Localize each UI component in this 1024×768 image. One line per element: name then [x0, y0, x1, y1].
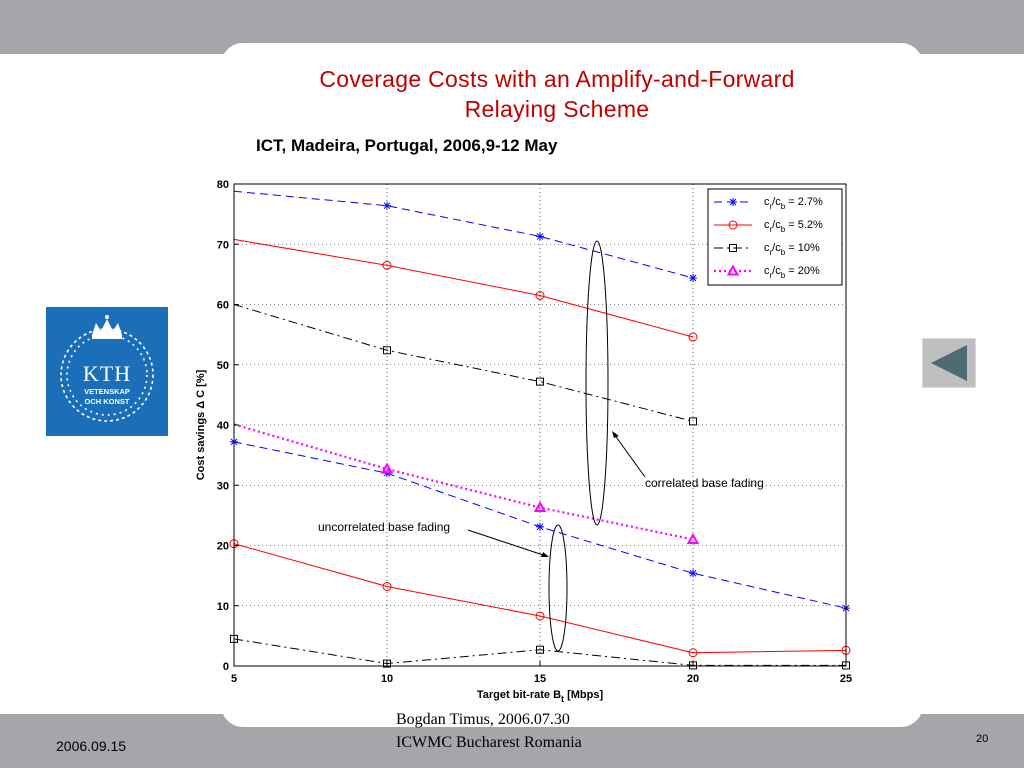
- y-tick-label: 80: [217, 179, 229, 191]
- series-line: [233, 638, 846, 666]
- triangle-marker: [686, 532, 700, 544]
- logo-line-1: VETENSKAP: [84, 387, 130, 396]
- chart-series: [229, 190, 851, 670]
- star-marker: [689, 273, 697, 282]
- square-marker: [383, 659, 391, 668]
- square-marker: [729, 244, 737, 252]
- title-line-2: Relaying Scheme: [464, 96, 650, 122]
- x-tick-label: 25: [840, 673, 852, 685]
- y-tick-label: 10: [217, 601, 229, 613]
- logo-line-2: OCH KONST: [85, 397, 130, 406]
- chart-subtitle: ICT, Madeira, Portugal, 2006,9-12 May: [256, 136, 558, 155]
- star-marker: [729, 198, 737, 206]
- x-tick-label: 15: [534, 673, 546, 685]
- x-tick-label: 20: [687, 673, 699, 685]
- back-triangle-icon: [931, 345, 967, 381]
- footer-author: Bogdan Timus, 2006.07.30: [396, 711, 570, 728]
- chart-legend: cr/cb = 2.7% cr/cb = 5.2% cr/cb = 10% cr/cb…: [707, 188, 843, 286]
- back-button[interactable]: [922, 338, 976, 388]
- circle-marker: [688, 332, 698, 342]
- series-1: [229, 238, 851, 658]
- uncorrelated-fading-arrowhead: [541, 552, 549, 557]
- circle-marker: [688, 648, 698, 658]
- y-tick-label: 0: [223, 661, 229, 673]
- legend-label: cr/cb = 10%: [764, 242, 820, 257]
- square-marker: [689, 417, 697, 426]
- x-axis-label: Target bit-rate Bt [Mbps]: [477, 689, 604, 704]
- series-line: [233, 543, 847, 654]
- annotation-uncorrelated: uncorrelated base fading: [318, 520, 450, 534]
- x-axis-label-unit: [Mbps]: [564, 689, 603, 701]
- correlated-fading-arrow: [613, 433, 646, 478]
- star-marker-stroke: [536, 233, 544, 240]
- y-tick-label: 60: [217, 300, 229, 312]
- y-tick-label: 40: [217, 420, 229, 432]
- series-line: [233, 238, 694, 338]
- legend-label: cr/cb = 20%: [764, 265, 820, 280]
- y-tick-label: 30: [217, 480, 229, 492]
- legend-label: cr/cb = 2.7%: [764, 196, 823, 211]
- chart-ticks: 5 10 15 20 25 0 10 20 30 40 50 60 70 80: [217, 179, 852, 685]
- title-line-1: Coverage Costs with an Amplify-and-Forwa…: [319, 66, 795, 92]
- x-tick-label: 5: [231, 673, 237, 685]
- kth-seal-icon: KTH VETENSKAP OCH KONST: [60, 315, 154, 422]
- page-number: 20: [976, 733, 989, 745]
- triangle-marker: [726, 264, 740, 276]
- circle-marker: [535, 611, 545, 621]
- star-marker: [689, 569, 697, 578]
- square-marker: [383, 346, 391, 355]
- triangle-marker: [380, 462, 394, 474]
- correlated-fading-ellipse: [585, 240, 609, 526]
- star-marker: [536, 522, 544, 531]
- star-marker-stroke: [689, 569, 697, 577]
- star-marker: [536, 232, 544, 241]
- series-3: [233, 423, 700, 544]
- circle-marker: [535, 290, 545, 300]
- footer-author-block: Bogdan Timus, 2006.07.30 ICWMC Bucharest…: [396, 708, 582, 754]
- circle-marker: [728, 220, 738, 230]
- series-0: [230, 190, 850, 613]
- star-marker-stroke: [383, 202, 391, 210]
- x-axis-label-sub: t: [561, 694, 564, 704]
- uncorrelated-fading-arrow: [467, 529, 547, 557]
- slide-title: Coverage Costs with an Amplify-and-Forwa…: [221, 64, 893, 124]
- star-marker-stroke: [536, 523, 544, 531]
- series-line: [233, 423, 694, 541]
- logo-name: KTH: [83, 361, 131, 386]
- triangle-marker: [533, 501, 547, 513]
- y-axis-label: Cost savings Δ C [%]: [195, 369, 207, 480]
- star-marker-stroke: [689, 274, 697, 282]
- y-tick-label: 20: [217, 541, 229, 553]
- footer-date: 2006.09.15: [56, 738, 127, 754]
- uncorrelated-fading-ellipse: [548, 524, 568, 652]
- y-tick-label: 50: [217, 360, 229, 372]
- x-axis-label-main: Target bit-rate B: [477, 689, 561, 701]
- chart-annotations: correlated base fading uncorrelated base…: [318, 240, 764, 652]
- legend-label: cr/cb = 5.2%: [764, 219, 823, 234]
- square-marker: [536, 645, 544, 654]
- correlated-fading-arrowhead: [612, 431, 619, 438]
- y-tick-label: 70: [217, 239, 229, 251]
- circle-marker: [382, 581, 392, 591]
- annotation-correlated: correlated base fading: [645, 476, 764, 490]
- circle-marker: [382, 260, 392, 270]
- kth-logo: KTH VETENSKAP OCH KONST: [46, 307, 168, 436]
- square-marker: [536, 377, 544, 386]
- x-tick-label: 10: [381, 673, 393, 685]
- star-marker: [383, 201, 391, 210]
- series-line: [233, 304, 694, 422]
- star-marker-stroke: [729, 198, 737, 206]
- footer-venue: ICWMC Bucharest Romania: [396, 734, 582, 751]
